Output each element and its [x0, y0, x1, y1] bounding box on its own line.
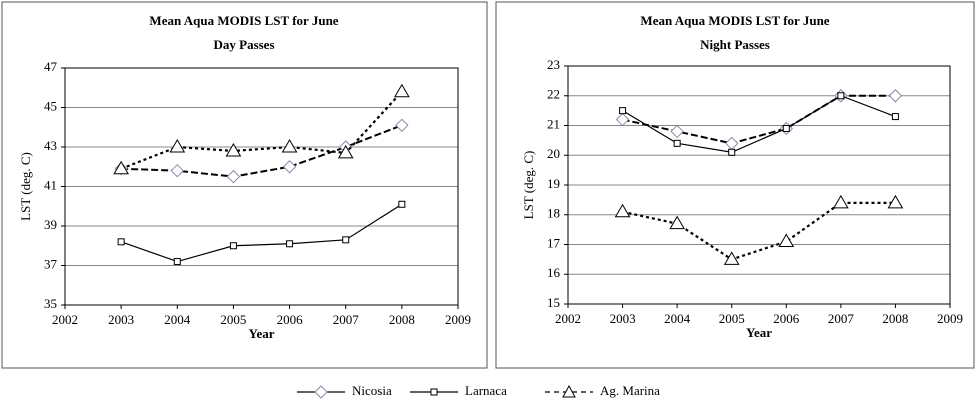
marker	[887, 194, 904, 209]
chart-title: Mean Aqua MODIS LST for June	[149, 13, 338, 28]
x-tick-label: 2004	[164, 312, 191, 327]
marker	[281, 139, 298, 153]
marker	[669, 215, 686, 230]
marker	[832, 194, 849, 209]
marker	[337, 144, 354, 159]
x-tick-label: 2002	[52, 312, 78, 327]
series-line	[622, 95, 896, 153]
marker	[778, 233, 795, 248]
series-line	[120, 90, 403, 170]
y-tick-label: 41	[44, 177, 57, 192]
y-tick-label: 16	[547, 265, 561, 280]
marker	[725, 136, 739, 151]
y-tick-label: 39	[44, 217, 57, 232]
marker	[398, 200, 406, 208]
x-tick-label: 2008	[882, 311, 908, 326]
y-tick-label: 47	[44, 59, 58, 74]
chart-title: Mean Aqua MODIS LST for June	[640, 13, 829, 28]
series-line	[622, 201, 896, 261]
marker	[113, 160, 130, 175]
marker	[173, 258, 181, 266]
x-tick-label: 2007	[828, 311, 855, 326]
marker	[891, 113, 899, 121]
marker	[169, 139, 186, 153]
chart-subtitle: Day Passes	[213, 37, 274, 52]
legend-marker	[562, 384, 576, 398]
y-axis-label: LST (deg. C)	[521, 151, 536, 220]
y-tick-label: 22	[547, 87, 560, 102]
marker	[282, 160, 297, 174]
marker	[395, 118, 409, 132]
x-tick-label: 2005	[220, 312, 246, 327]
x-tick-label: 2002	[555, 311, 581, 326]
plot-frame	[567, 65, 951, 305]
x-tick-label: 2008	[389, 312, 415, 327]
legend-marker	[430, 388, 438, 396]
y-axis-label: LST (deg. C)	[18, 152, 33, 221]
panel-frame	[1, 1, 488, 369]
y-tick-label: 19	[547, 176, 560, 191]
y-tick-label: 15	[547, 295, 560, 310]
marker	[286, 240, 294, 248]
y-tick-label: 23	[547, 57, 560, 72]
legend-label: Ag. Marina	[600, 383, 660, 398]
marker	[888, 89, 903, 103]
y-tick-label: 20	[547, 146, 560, 161]
series-line	[121, 124, 403, 178]
x-tick-label: 2007	[333, 312, 360, 327]
x-axis-label: Year	[746, 325, 772, 340]
x-tick-label: 2009	[445, 312, 471, 327]
y-tick-label: 18	[547, 206, 560, 221]
legend-label: Nicosia	[352, 383, 392, 398]
x-tick-label: 2006	[773, 311, 800, 326]
marker	[226, 169, 241, 184]
x-tick-label: 2004	[664, 311, 691, 326]
y-tick-label: 45	[44, 98, 57, 113]
y-tick-label: 43	[44, 138, 57, 153]
series-line	[622, 94, 896, 145]
x-axis-label: Year	[249, 326, 275, 341]
marker	[614, 203, 631, 218]
y-tick-label: 17	[547, 235, 561, 250]
y-tick-label: 21	[547, 116, 560, 131]
y-tick-label: 35	[44, 296, 57, 311]
plot-frame	[64, 67, 459, 306]
legend-marker	[314, 385, 328, 399]
marker	[393, 83, 410, 98]
marker	[728, 148, 736, 156]
legend-label: Larnaca	[465, 383, 507, 398]
marker	[229, 242, 237, 250]
series-line	[120, 203, 403, 263]
x-tick-label: 2005	[719, 311, 745, 326]
marker	[837, 92, 845, 100]
marker	[782, 124, 790, 132]
marker	[117, 238, 125, 246]
marker	[225, 142, 242, 157]
marker	[673, 139, 681, 147]
x-tick-label: 2003	[610, 311, 636, 326]
x-tick-label: 2006	[277, 312, 304, 327]
y-tick-label: 37	[44, 256, 58, 271]
chart-subtitle: Night Passes	[700, 37, 770, 52]
marker	[342, 236, 350, 244]
x-tick-label: 2003	[108, 312, 134, 327]
panel-frame	[495, 1, 975, 369]
x-tick-label: 2009	[937, 311, 963, 326]
marker	[615, 112, 630, 127]
marker	[670, 124, 684, 139]
marker	[170, 163, 184, 178]
marker	[619, 107, 627, 115]
marker	[723, 251, 740, 265]
